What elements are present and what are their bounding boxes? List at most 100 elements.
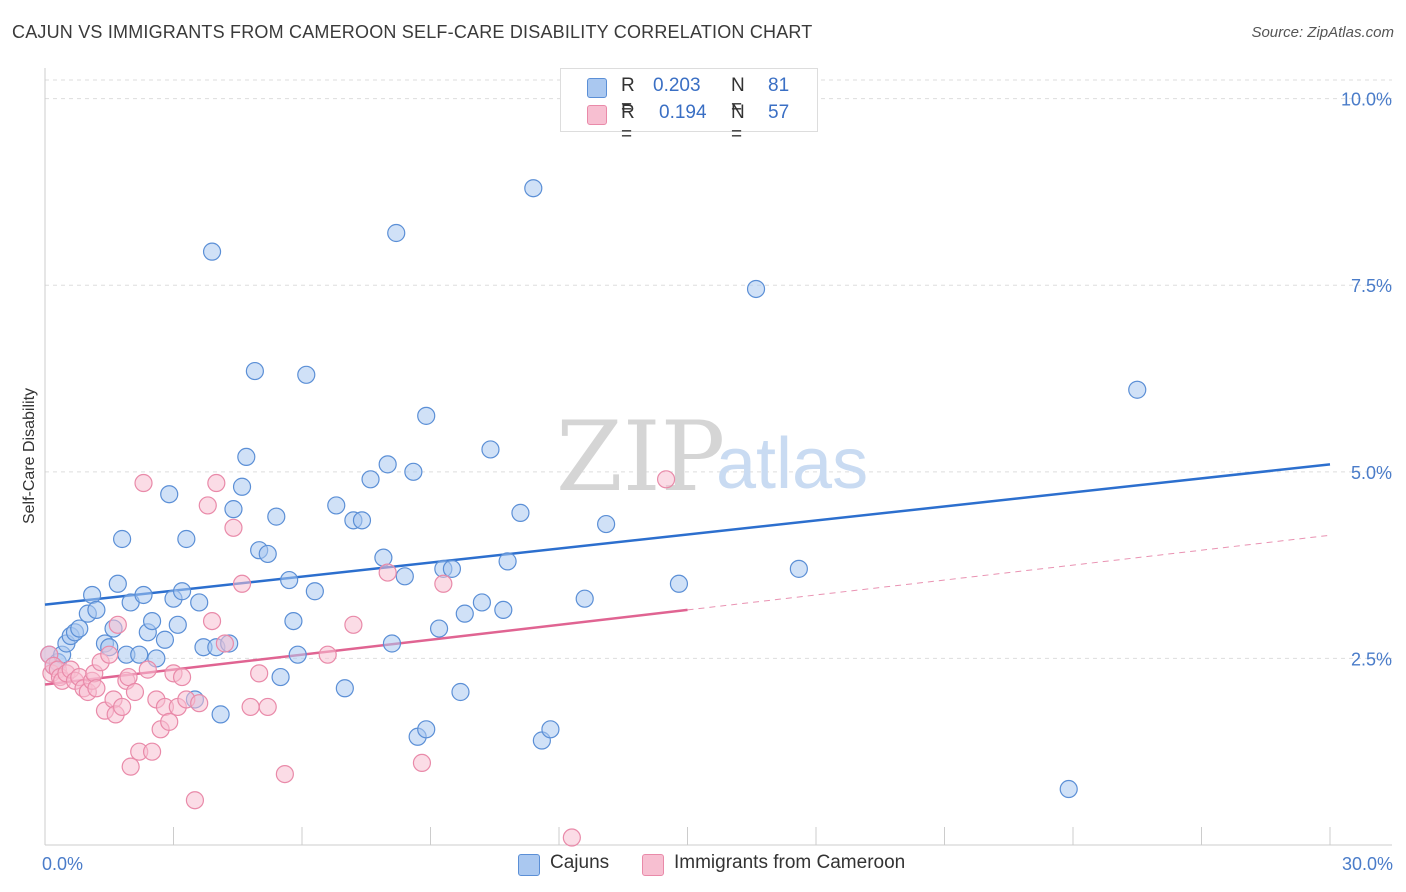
legend-n-value: 57 [768,102,790,123]
cajun-point [112,529,132,549]
cajun-point [280,570,299,590]
cajun-point [267,507,286,526]
cajun-point [172,582,192,601]
cameroon-point [160,712,179,731]
cajun-point [271,667,290,687]
cajun-point [108,574,127,593]
cajun-point [378,455,397,474]
cameroon-point [656,470,676,489]
cameroon-point [224,518,243,537]
cajun-point [142,611,162,631]
cameroon-point [190,694,209,713]
y-tick-label: 10.0% [1341,90,1392,110]
cajun-point [258,544,277,564]
cajun-point [168,615,187,634]
y-tick-label: 5.0% [1351,463,1392,483]
series-swatch-cameroon [642,854,664,876]
data-points [40,179,1147,847]
series-legend: Cajuns Immigrants from Cameroon [0,852,1406,878]
cameroon-point [250,664,269,683]
y-axis-title: Self-Care Disability [21,388,38,524]
cajun-point [83,585,102,605]
stats-legend: R = 0.203 N = 81 R = 0.194 N = 57 [560,68,818,145]
cajun-point [669,574,689,593]
cajun-point [211,705,230,724]
cajun-point [789,559,808,578]
cameroon-point [121,757,140,776]
cajun-point [494,600,513,620]
cajun-point [335,679,354,698]
cameroon-point [318,645,337,664]
cajun-point [327,496,346,515]
cajun-point [1128,380,1147,399]
cajun-point [455,604,474,623]
watermark-atlas: atlas [716,424,868,504]
cameroon-point [172,667,192,687]
series-label-cajuns: Cajuns [550,852,610,873]
cajun-point [511,503,530,522]
cajun-point [387,223,406,243]
cajun-point [746,279,766,299]
cameroon-point [232,574,252,593]
legend-r-label: R = [621,102,635,145]
y-tick-label: 7.5% [1351,276,1392,296]
cameroon-point [100,645,119,664]
watermark-zip: ZIP [556,401,725,513]
cajun-point [1059,779,1078,799]
cajun-point [597,514,616,534]
cajun-point [451,682,470,702]
cajun-point [541,720,560,739]
cameroon-trend-extension [687,534,1331,611]
legend-swatch-cameroon [587,105,607,125]
cameroon-point [202,611,222,631]
cajun-point [232,477,252,496]
cajun-point [382,634,402,653]
legend-n-label: N = [731,75,745,118]
cameroon-point [138,660,157,679]
cameroon-point [198,496,217,515]
cajun-point [498,552,517,571]
cameroon-point [185,791,205,810]
cajun-point [284,611,303,631]
cameroon-point [258,697,277,717]
cajun-point [155,630,175,649]
legend-r-value: 0.194 [659,102,707,123]
cameroon-point [142,742,162,761]
cameroon-point [207,473,226,493]
legend-swatch-cajuns [587,78,607,98]
cajun-point [352,511,372,530]
cameroon-point [215,634,234,653]
series-swatch-cajuns [518,854,540,876]
cameroon-point [275,764,294,784]
x-tick-label: 30.0% [1342,854,1393,874]
legend-r-label: R = [621,75,635,118]
cameroon-point [562,828,581,847]
watermark: ZIP atlas [556,401,868,513]
cajun-point [177,529,196,549]
cajun-point [395,567,414,586]
cajun-point [524,179,543,198]
cajun-point [575,589,594,608]
legend-n-label: N = [731,102,745,145]
y-tick-label: 2.5% [1351,649,1392,669]
cajun-point [134,585,153,605]
cameroon-point [134,473,153,493]
cameroon-point [125,682,145,702]
cajun-point [429,619,449,638]
cajun-point [305,582,324,601]
cajun-point [472,593,491,612]
cajun-point [297,365,316,384]
cajun-point [70,619,89,638]
cajun-point [190,593,209,612]
cajun-point [130,645,149,664]
cameroon-point [108,615,127,634]
tick-labels: 2.5% 5.0% 7.5% 10.0% 0.0% 30.0% [42,90,1393,874]
cajun-point [288,645,307,664]
legend-n-value: 81 [768,75,790,96]
source-credit: Source: ZipAtlas.com [1251,24,1394,41]
cameroon-point [412,753,432,773]
cajun-point [442,559,462,578]
cameroon-point [87,679,106,698]
cajun-point [160,485,179,504]
